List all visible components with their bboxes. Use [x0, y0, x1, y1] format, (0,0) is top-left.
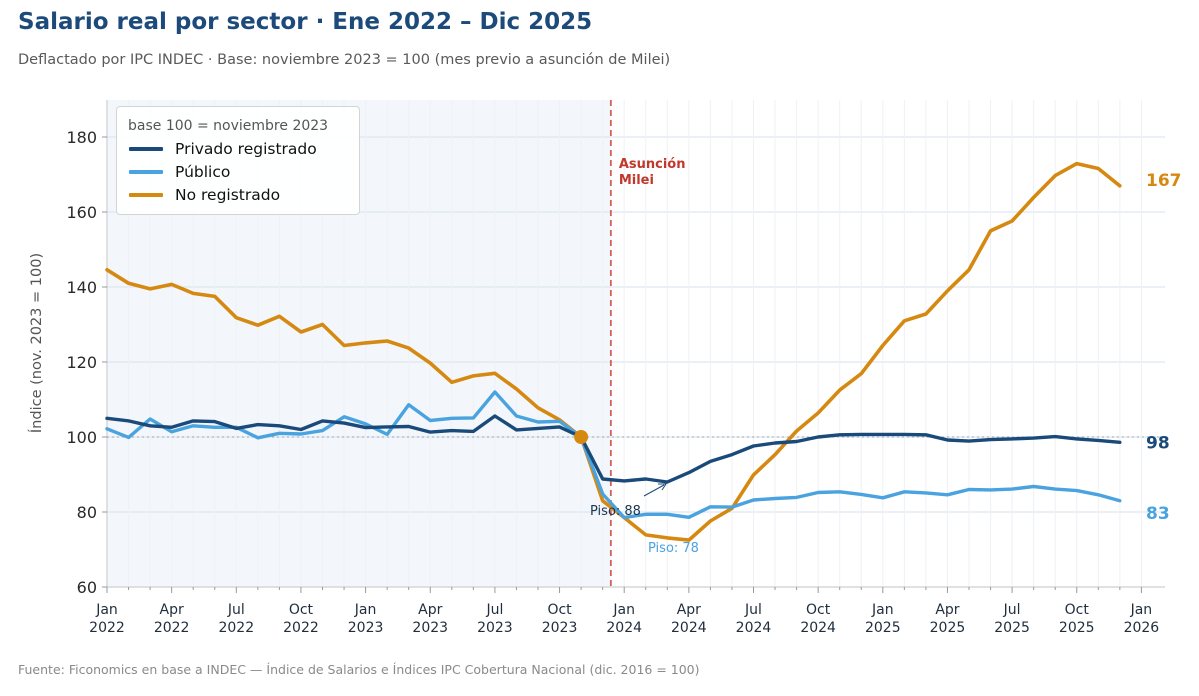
x-tick-label-year: 2023 — [348, 620, 384, 636]
legend-label-publico: Público — [175, 163, 231, 181]
end-label-2: 167 — [1146, 171, 1182, 191]
inauguration-label: Milei — [619, 173, 654, 188]
end-label-1: 83 — [1146, 504, 1170, 524]
x-tick-label-year: 2025 — [994, 620, 1030, 636]
y-tick-label: 160 — [66, 203, 97, 222]
x-tick-label-month: Apr — [418, 602, 442, 618]
x-tick-label-year: 2023 — [542, 620, 578, 636]
floor-arrowhead-privado — [658, 483, 667, 491]
x-tick-label-month: Jan — [354, 602, 377, 618]
legend-swatch-privado — [129, 147, 163, 151]
end-label-0: 98 — [1146, 433, 1170, 453]
x-tick-label-year: 2024 — [606, 620, 642, 636]
x-tick-label-month: Apr — [677, 602, 701, 618]
inauguration-label: Asunción — [619, 157, 686, 172]
y-tick-label: 120 — [66, 353, 97, 372]
x-tick-label-year: 2024 — [671, 620, 707, 636]
y-tick-label: 100 — [66, 428, 97, 447]
x-tick-label-year: 2023 — [412, 620, 448, 636]
x-tick-label-month: Jul — [227, 602, 245, 618]
x-tick-label-month: Oct — [289, 602, 314, 618]
floor-annotation-privado: Piso: 88 — [590, 504, 641, 519]
chart-title: Salario real por sector · Ene 2022 – Dic… — [18, 9, 593, 35]
x-tick-label-month: Jul — [485, 602, 503, 618]
chart-subtitle: Deflactado por IPC INDEC · Base: noviemb… — [18, 52, 671, 68]
legend-title: base 100 = noviembre 2023 — [128, 118, 329, 134]
chart-legend: base 100 = noviembre 2023 Privado regist… — [116, 106, 360, 215]
x-tick-label-month: Jul — [744, 602, 762, 618]
y-tick-label: 80 — [77, 503, 97, 522]
x-tick-label-month: Jan — [1130, 602, 1153, 618]
x-tick-label-year: 2024 — [800, 620, 836, 636]
x-tick-label-year: 2022 — [154, 620, 190, 636]
x-tick-label-year: 2022 — [283, 620, 319, 636]
x-tick-label-year: 2022 — [89, 620, 125, 636]
x-tick-label-month: Jan — [95, 602, 118, 618]
x-tick-label-year: 2025 — [1059, 620, 1095, 636]
legend-item-no-registrado: No registrado — [129, 185, 280, 205]
x-tick-label-month: Apr — [160, 602, 184, 618]
x-tick-label-year: 2025 — [930, 620, 966, 636]
series-line-0 — [105, 414, 1122, 484]
x-tick-label-month: Oct — [547, 602, 572, 618]
y-tick-label: 180 — [66, 128, 97, 147]
legend-swatch-publico — [129, 170, 163, 174]
series-line-2 — [105, 161, 1122, 542]
x-tick-label-year: 2023 — [477, 620, 513, 636]
x-tick-label-month: Apr — [935, 602, 959, 618]
x-tick-label-month: Jan — [612, 602, 635, 618]
x-tick-label-year: 2026 — [1124, 620, 1160, 636]
y-tick-label: 60 — [77, 578, 97, 597]
source-footnote: Fuente: Ficonomics en base a INDEC — Índ… — [18, 662, 700, 677]
x-tick-label-year: 2025 — [865, 620, 901, 636]
x-tick-label-month: Jul — [1003, 602, 1021, 618]
legend-item-privado: Privado registrado — [129, 139, 317, 159]
floor-annotation-publico: Piso: 78 — [648, 541, 699, 556]
y-axis-title: Índice (nov. 2023 = 100) — [28, 253, 45, 433]
y-tick-label: 140 — [66, 278, 97, 297]
legend-swatch-no-registrado — [129, 193, 163, 197]
series-line-1 — [105, 390, 1122, 520]
base-month-marker — [574, 430, 589, 444]
legend-label-privado: Privado registrado — [175, 140, 317, 158]
x-tick-label-month: Oct — [1065, 602, 1090, 618]
x-tick-label-month: Oct — [806, 602, 831, 618]
floor-arrow-privado — [643, 484, 665, 497]
legend-label-no-registrado: No registrado — [175, 186, 281, 204]
x-tick-label-year: 2022 — [218, 620, 254, 636]
x-tick-label-month: Jan — [871, 602, 894, 618]
x-tick-label-year: 2024 — [736, 620, 772, 636]
legend-item-publico: Público — [129, 162, 230, 182]
